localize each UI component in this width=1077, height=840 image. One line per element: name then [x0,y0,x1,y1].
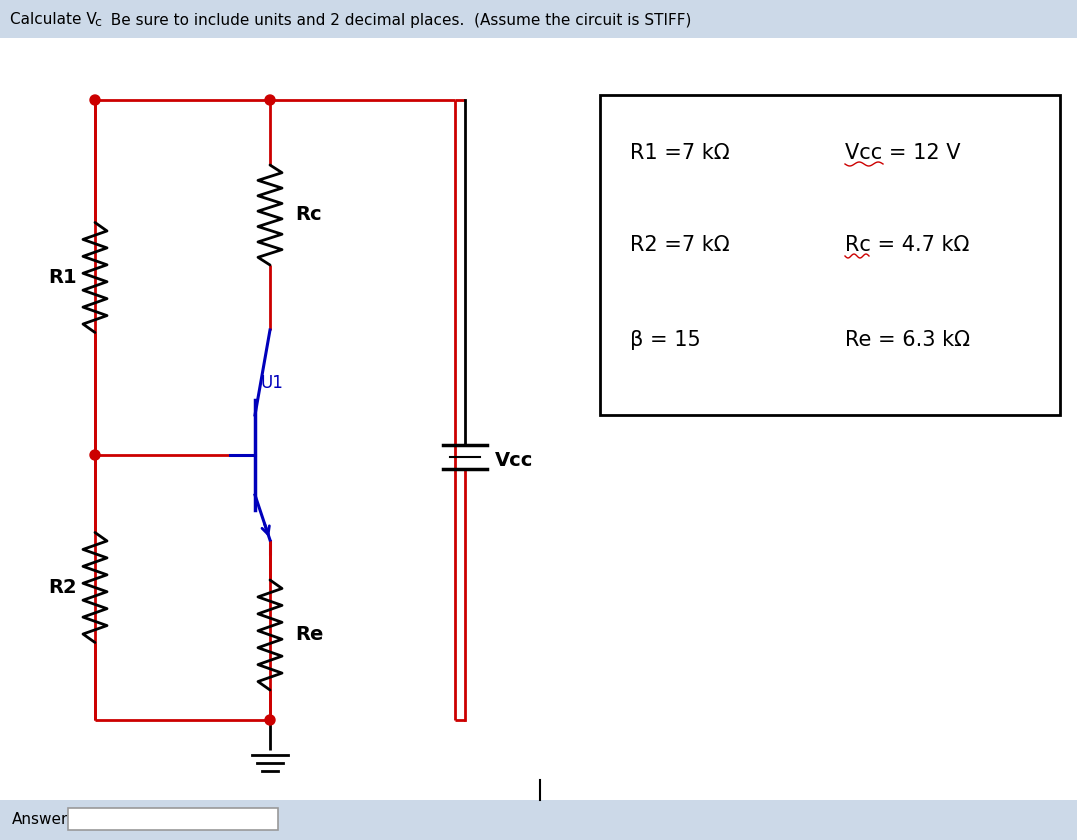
Bar [68,808,278,830]
Text: Rc: Rc [295,206,322,224]
Circle shape [265,95,275,105]
Bar [0,800,1077,840]
Text: Calculate V: Calculate V [10,13,97,28]
Text: R2 =7 kΩ: R2 =7 kΩ [630,235,729,255]
Text: c: c [94,17,101,29]
Text: Re = 6.3 kΩ: Re = 6.3 kΩ [845,330,970,350]
Text: Vcc: Vcc [495,450,533,470]
Text: Answer:: Answer: [12,812,73,827]
Text: U1: U1 [260,374,283,392]
Circle shape [90,95,100,105]
Text: Vcc = 12 V: Vcc = 12 V [845,143,961,163]
Text: R1: R1 [48,268,78,287]
Text: Rc = 4.7 kΩ: Rc = 4.7 kΩ [845,235,969,255]
Bar [0,0,1077,38]
Circle shape [265,715,275,725]
Bar [600,95,1060,415]
Text: Re: Re [295,626,323,644]
Text: R2: R2 [48,578,78,597]
Circle shape [90,450,100,460]
Text: β = 15: β = 15 [630,330,701,350]
Text: R1 =7 kΩ: R1 =7 kΩ [630,143,729,163]
Text: Be sure to include units and 2 decimal places.  (Assume the circuit is STIFF): Be sure to include units and 2 decimal p… [101,13,691,28]
